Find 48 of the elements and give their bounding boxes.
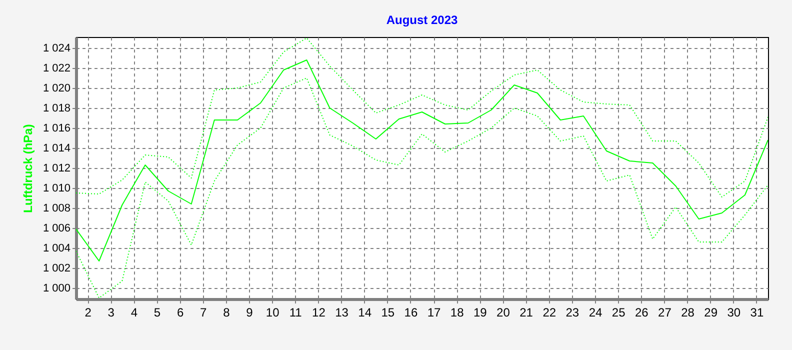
x-tick-label: 26 bbox=[634, 306, 649, 320]
x-tick-label: 20 bbox=[496, 306, 510, 320]
chart-title: August 2023 bbox=[386, 13, 458, 27]
x-tick-label: 30 bbox=[727, 306, 741, 320]
y-tick-label: 1 014 bbox=[42, 142, 70, 154]
x-tick-label: 31 bbox=[750, 306, 764, 320]
x-tick-label: 18 bbox=[450, 306, 464, 320]
y-tick-label: 1 016 bbox=[42, 122, 70, 134]
x-tick-label: 13 bbox=[335, 306, 349, 320]
y-tick-label: 1 006 bbox=[42, 222, 70, 234]
y-tick-label: 1 008 bbox=[42, 202, 70, 214]
y-tick-label: 1 000 bbox=[42, 282, 70, 294]
x-tick-label: 16 bbox=[404, 306, 418, 320]
x-tick-label: 29 bbox=[704, 306, 718, 320]
x-tick-label: 19 bbox=[473, 306, 488, 320]
x-tick-label: 7 bbox=[200, 306, 208, 320]
y-tick-label: 1 004 bbox=[42, 242, 70, 254]
x-tick-label: 25 bbox=[612, 306, 626, 320]
x-tick-label: 27 bbox=[658, 306, 672, 320]
x-tick-label: 4 bbox=[130, 306, 138, 320]
x-tick-label: 11 bbox=[289, 306, 302, 320]
y-tick-label: 1 024 bbox=[42, 42, 70, 54]
y-tick-label: 1 018 bbox=[42, 102, 70, 114]
y-tick-label: 1 020 bbox=[42, 82, 70, 94]
x-tick-label: 5 bbox=[154, 306, 161, 320]
x-tick-label: 10 bbox=[266, 306, 280, 320]
x-tick-label: 22 bbox=[542, 306, 556, 320]
line-series bbox=[76, 60, 768, 262]
x-tick-label: 8 bbox=[223, 306, 230, 320]
x-tick-label: 17 bbox=[427, 306, 442, 320]
x-tick-label: 15 bbox=[381, 306, 395, 320]
x-tick-label: 2 bbox=[84, 306, 92, 320]
x-tick-label: 24 bbox=[588, 306, 602, 320]
x-tick-label: 28 bbox=[681, 306, 695, 320]
x-tick-label: 9 bbox=[246, 306, 254, 320]
x-tick-label: 14 bbox=[358, 306, 372, 320]
y-tick-label: 1 002 bbox=[42, 262, 70, 274]
line-series bbox=[76, 38, 768, 198]
x-tick-label: 21 bbox=[520, 306, 534, 320]
y-tick-label: 1 022 bbox=[42, 62, 70, 74]
line-series bbox=[76, 78, 768, 298]
x-tick-label: 3 bbox=[108, 306, 115, 320]
x-tick-label: 23 bbox=[566, 306, 580, 320]
y-tick-label: 1 012 bbox=[42, 162, 70, 174]
y-axis-title: Luftdruck (hPa) bbox=[20, 124, 35, 213]
x-tick-label: 6 bbox=[176, 306, 184, 320]
y-tick-label: 1 010 bbox=[42, 182, 70, 194]
x-tick-label: 12 bbox=[312, 306, 326, 320]
